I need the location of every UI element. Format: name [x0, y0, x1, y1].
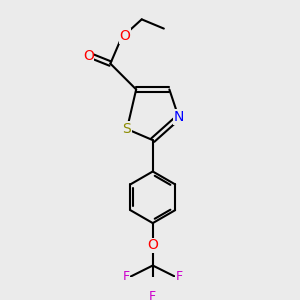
Text: O: O [147, 238, 158, 252]
Text: F: F [176, 270, 183, 283]
Text: F: F [122, 270, 130, 283]
Text: O: O [83, 49, 94, 63]
Text: S: S [123, 122, 131, 136]
Text: O: O [120, 29, 130, 43]
Text: F: F [149, 290, 156, 300]
Text: N: N [173, 110, 184, 124]
